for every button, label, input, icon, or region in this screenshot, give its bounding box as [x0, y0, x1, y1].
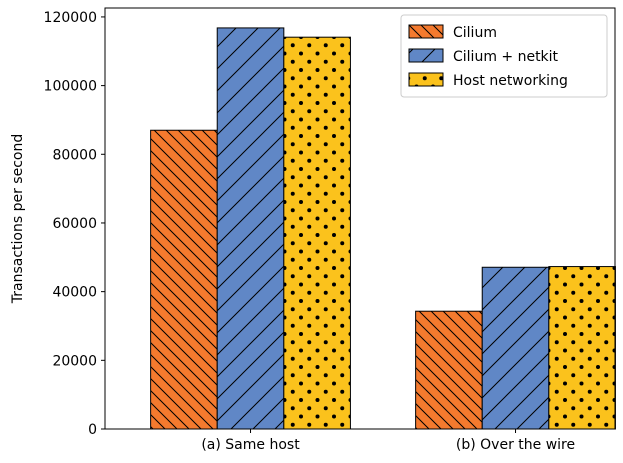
legend-item-cilium: Cilium: [408, 24, 497, 41]
x-tick-label-a-same-host: (a) Same host: [201, 437, 300, 453]
plot-frame: [104, 7, 616, 430]
bar-host-networking-b-over-the-wire: [548, 266, 616, 430]
bar-cilium-b-over-the-wire: [415, 310, 483, 430]
legend-label: Cilium + netkit: [453, 49, 559, 65]
y-tick-label: 100000: [44, 79, 97, 95]
legend-box: [400, 14, 608, 98]
bars-layer: [150, 27, 616, 430]
y-tick-label: 60000: [52, 216, 97, 232]
bar-cilium-netkit-b-over-the-wire: [481, 266, 550, 430]
y-tick-label: 40000: [52, 285, 97, 301]
y-axis-title: Transactions per second: [10, 134, 26, 304]
bar-cilium-a-same-host: [150, 129, 218, 430]
y-tick-label: 20000: [52, 353, 97, 369]
legend: Cilium Cilium + netkit Host networking: [400, 14, 608, 98]
y-tick-label: 80000: [52, 147, 97, 163]
bar-host-networking-a-same-host: [283, 36, 351, 430]
legend-label: Cilium: [453, 25, 497, 41]
legend-item-cilium-netkit: Cilium + netkit: [408, 48, 559, 65]
legend-item-host-networking: Host networking: [408, 72, 568, 89]
x-axis: (a) Same host (b) Over the wire: [201, 429, 575, 453]
y-axis: 0 20000 40000 60000 80000 100000 120000: [44, 10, 105, 438]
y-tick-label: 120000: [44, 10, 97, 26]
legend-label: Host networking: [453, 73, 568, 89]
y-tick-label: 0: [88, 422, 97, 438]
bar-cilium-netkit-a-same-host: [216, 27, 285, 430]
x-tick-label-b-over-the-wire: (b) Over the wire: [456, 437, 575, 453]
